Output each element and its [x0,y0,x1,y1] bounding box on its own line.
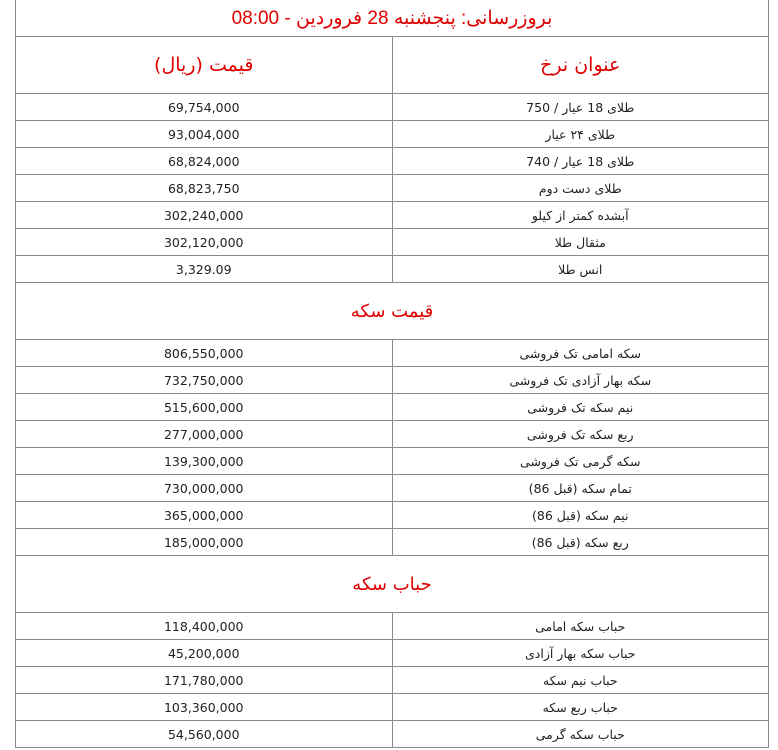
rate-price: 68,823,750 [15,174,393,202]
rate-price: 93,004,000 [15,120,393,148]
table-row: آبشده کمتر از کیلو 302,240,000 [15,201,769,229]
rate-name: طلای 18 عیار / 740 [391,147,769,175]
update-title: بروزرسانی: پنجشنبه 28 فروردین - 08:00 [15,0,769,37]
rate-name: طلای دست دوم [391,174,769,202]
rate-name: سکه بهار آزادی تک فروشی [391,366,769,394]
table-row: سکه گرمی تک فروشی 139,300,000 [15,447,769,475]
rate-name: حباب سکه امامی [391,612,769,640]
update-row: بروزرسانی: پنجشنبه 28 فروردین - 08:00 [15,0,769,37]
table-row: حباب سکه بهار آزادی 45,200,000 [15,639,769,667]
rate-name: طلای 18 عیار / 750 [391,93,769,121]
rate-name: حباب ربع سکه [391,693,769,721]
rate-name: حباب سکه بهار آزادی [391,639,769,667]
section-header-row: حباب سکه [15,555,769,613]
column-header-name: عنوان نرخ [391,36,769,94]
rate-name: نیم سکه (قبل 86) [391,501,769,529]
rate-name: ربع سکه (قبل 86) [391,528,769,556]
rate-price: 103,360,000 [15,693,393,721]
table-row: تمام سکه (قبل 86) 730,000,000 [15,474,769,502]
rate-price: 365,000,000 [15,501,393,529]
header-row: عنوان نرخ قیمت (ریال) [15,36,769,94]
rate-price: 185,000,000 [15,528,393,556]
table-row: طلای 18 عیار / 740 68,824,000 [15,147,769,175]
rate-price: 515,600,000 [15,393,393,421]
section-header-row: قیمت سکه [15,282,769,340]
table-row: حباب ربع سکه 103,360,000 [15,693,769,721]
table-row: نیم سکه تک فروشی 515,600,000 [15,393,769,421]
rate-price: 69,754,000 [15,93,393,121]
rate-price: 302,120,000 [15,228,393,256]
table-row: طلای 18 عیار / 750 69,754,000 [15,93,769,121]
rate-price: 730,000,000 [15,474,393,502]
rate-price: 171,780,000 [15,666,393,694]
rate-name: حباب سکه گرمی [391,720,769,748]
rate-price: 45,200,000 [15,639,393,667]
rate-name: مثقال طلا [391,228,769,256]
rate-price: 118,400,000 [15,612,393,640]
rate-price: 3,329.09 [15,255,393,283]
rate-price: 139,300,000 [15,447,393,475]
table-row: طلای ۲۴ عیار 93,004,000 [15,120,769,148]
rate-name: طلای ۲۴ عیار [391,120,769,148]
table-row: انس طلا 3,329.09 [15,255,769,283]
rate-name: حباب نیم سکه [391,666,769,694]
table-row: نیم سکه (قبل 86) 365,000,000 [15,501,769,529]
rate-price: 806,550,000 [15,339,393,367]
rate-price: 277,000,000 [15,420,393,448]
rate-price: 68,824,000 [15,147,393,175]
table-row: طلای دست دوم 68,823,750 [15,174,769,202]
table-row: ربع سکه تک فروشی 277,000,000 [15,420,769,448]
rate-price: 732,750,000 [15,366,393,394]
column-header-price: قیمت (ریال) [15,36,393,94]
table-row: حباب سکه امامی 118,400,000 [15,612,769,640]
rate-name: سکه امامی تک فروشی [391,339,769,367]
rate-name: انس طلا [391,255,769,283]
section-title: حباب سکه [15,555,769,613]
rate-price: 302,240,000 [15,201,393,229]
table-row: حباب نیم سکه 171,780,000 [15,666,769,694]
rate-name: ربع سکه تک فروشی [391,420,769,448]
table-row: سکه امامی تک فروشی 806,550,000 [15,339,769,367]
rate-name: سکه گرمی تک فروشی [391,447,769,475]
table-row: حباب سکه گرمی 54,560,000 [15,720,769,748]
rate-name: نیم سکه تک فروشی [391,393,769,421]
rate-price: 54,560,000 [15,720,393,748]
rate-name: تمام سکه (قبل 86) [391,474,769,502]
section-title: قیمت سکه [15,282,769,340]
rate-name: آبشده کمتر از کیلو [391,201,769,229]
table-row: ربع سکه (قبل 86) 185,000,000 [15,528,769,556]
table-row: مثقال طلا 302,120,000 [15,228,769,256]
table-row: سکه بهار آزادی تک فروشی 732,750,000 [15,366,769,394]
price-table: بروزرسانی: پنجشنبه 28 فروردین - 08:00 عن… [15,0,769,748]
